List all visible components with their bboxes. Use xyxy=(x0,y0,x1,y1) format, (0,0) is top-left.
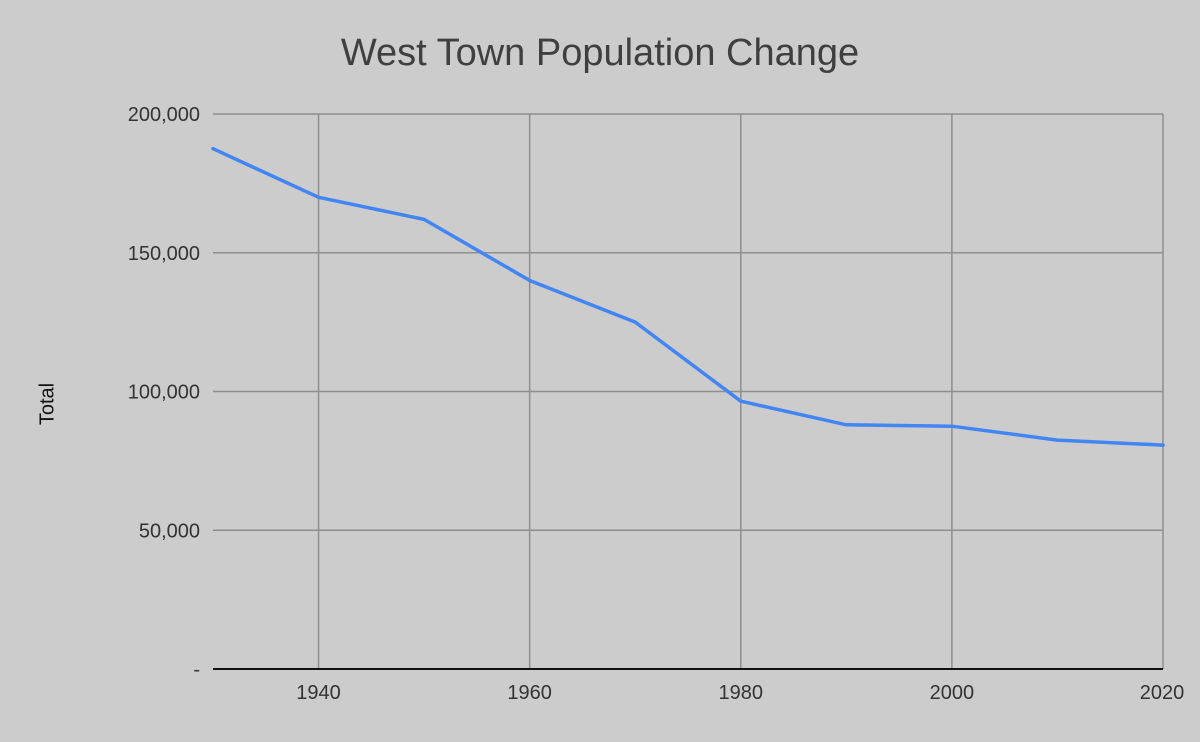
x-tick-label: 1980 xyxy=(719,682,764,704)
data-point xyxy=(528,278,532,283)
y-tick-label: 150,000 xyxy=(128,243,200,265)
x-tick-label: 2020 xyxy=(1140,682,1185,704)
data-point xyxy=(316,195,321,199)
x-tick-label: 1960 xyxy=(507,682,552,704)
data-point xyxy=(844,423,848,427)
data-point xyxy=(1055,438,1060,442)
y-tick-label: 100,000 xyxy=(128,382,200,404)
gridlines xyxy=(213,113,1164,669)
chart-title: West Town Population Change xyxy=(340,32,860,74)
data-point xyxy=(211,147,215,151)
data-point xyxy=(1161,443,1165,447)
series-layer xyxy=(211,146,1165,447)
y-tick-label: - xyxy=(193,659,200,681)
data-point xyxy=(950,424,954,428)
data-point xyxy=(633,320,637,324)
tick-labels: - 50,000 100,000 150,000 200,000 1940 1960 1980… xyxy=(128,104,1185,704)
series-line xyxy=(211,146,1165,447)
x-tick-label: 1940 xyxy=(296,682,341,704)
x-tick-label: 2000 xyxy=(930,682,975,704)
y-tick-label: 50,000 xyxy=(139,520,200,542)
data-point xyxy=(739,399,743,403)
data-point xyxy=(422,217,426,222)
y-tick-label: 200,000 xyxy=(128,104,200,126)
